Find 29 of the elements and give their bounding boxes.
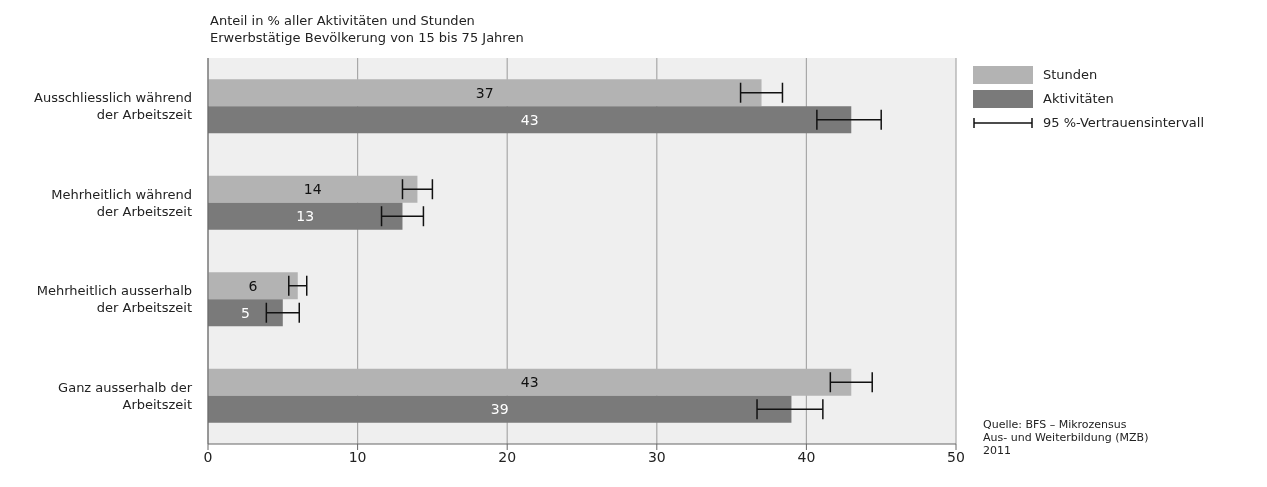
data-label: 43 [520,374,539,391]
y-tick-label: Ganz ausserhalb der Arbeitszeit [58,379,193,412]
chart-title: Anteil in % aller Aktivitäten und Stunden [210,12,476,29]
y-tick-label: Mehrheitlich während der Arbeitszeit [51,186,192,219]
x-tick-label: 50 [947,448,965,465]
data-label: 43 [520,111,539,128]
data-label: 13 [296,208,315,225]
bar [208,299,283,327]
text: 95 %-Vertrauensintervall [1042,114,1205,132]
source-note: Quelle: BFS – Mikrozensus Aus- und Weiterbildung (MZB) 2011 [983,418,1150,457]
y-tick-label: Ausschliesslich während der Arbeitszeit [34,90,192,123]
bar [208,395,792,423]
x-tick-label: 40 [797,448,816,465]
data-label: 39 [490,401,509,418]
bar [208,202,403,230]
chart-subtitle: Erwerbstätige Bevölkerung von 15 bis 75 Jahren [210,29,524,46]
bar [208,106,852,134]
x-tick-label: 10 [348,448,367,465]
data-label: 37 [475,84,494,101]
data-label: 6 [248,277,258,294]
x-tick-label: 30 [647,448,666,465]
legend-label: Stunden [1042,66,1099,84]
x-tick-label: 0 [203,448,213,465]
data-label: 5 [240,304,250,321]
y-tick-label: Mehrheitlich ausserhalb der Arbeitszeit [36,283,192,316]
bar [208,272,298,300]
x-tick-label: 20 [498,448,517,465]
data-label: 14 [303,181,322,198]
legend-label: Aktivitäten [1042,90,1115,108]
